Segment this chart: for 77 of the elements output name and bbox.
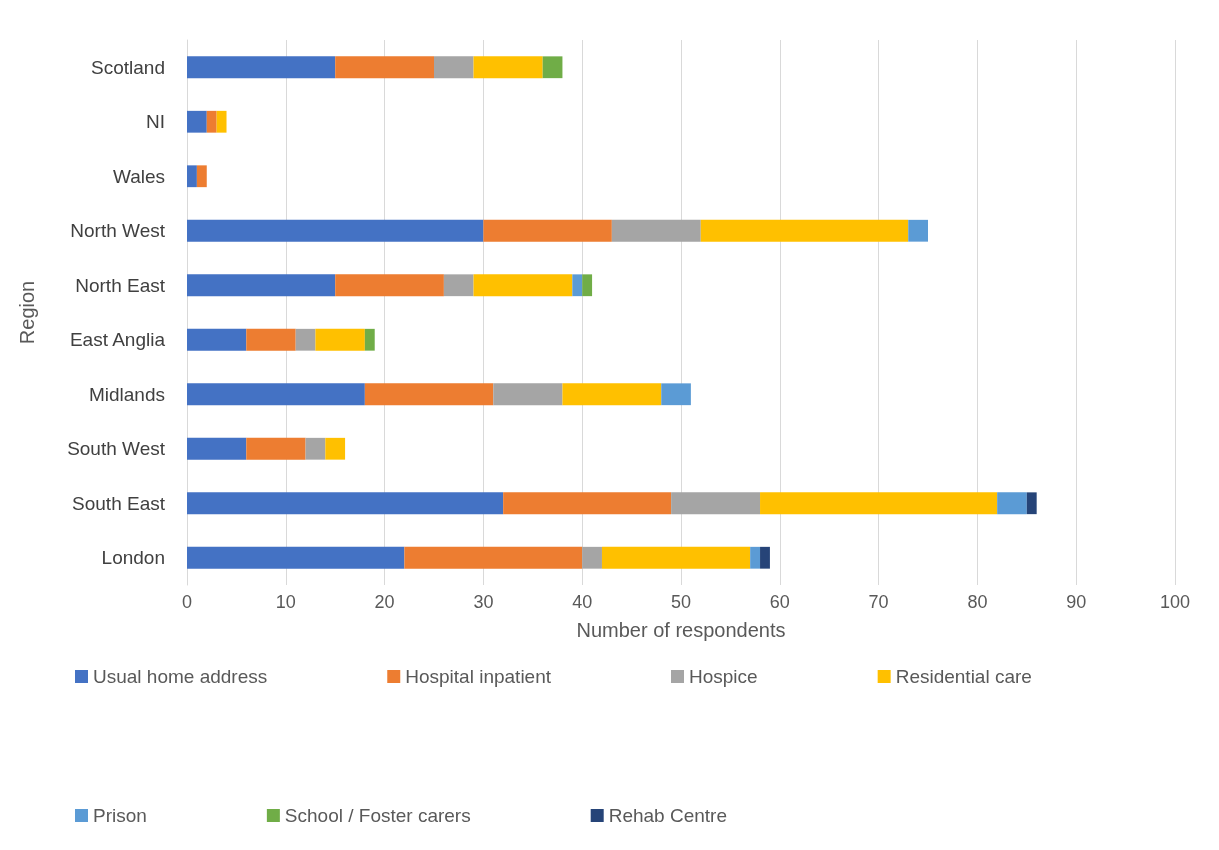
legend-label: Prison	[93, 805, 147, 826]
bar	[216, 110, 227, 133]
y-tick-label: South West	[67, 438, 166, 460]
bar	[1026, 492, 1037, 515]
legend-label: Rehab Centre	[608, 805, 727, 826]
bar	[443, 274, 474, 297]
bar	[700, 219, 909, 242]
bar	[473, 56, 543, 79]
x-tick-label: 70	[868, 592, 889, 612]
y-tick-label: North West	[70, 220, 166, 242]
x-tick-label: 90	[1066, 592, 1087, 612]
bar	[187, 328, 247, 351]
bar	[661, 383, 691, 406]
bar	[315, 328, 365, 351]
bar	[325, 437, 346, 460]
y-tick-label: South East	[72, 492, 166, 514]
bar	[503, 492, 672, 515]
x-tick-label: 50	[670, 592, 692, 612]
y-tick-label: Wales	[112, 165, 165, 187]
bar	[997, 492, 1027, 515]
bar	[572, 274, 583, 297]
bar	[187, 492, 504, 515]
y-tick-label: Scotland	[91, 56, 165, 78]
bar	[364, 328, 375, 351]
bar	[908, 219, 928, 242]
bar	[671, 492, 761, 515]
x-tick-label: 100	[1159, 592, 1191, 612]
bar	[611, 219, 701, 242]
x-tick-label: 60	[769, 592, 790, 612]
bar	[196, 165, 207, 188]
bar	[246, 437, 306, 460]
bar	[305, 437, 326, 460]
bar	[364, 383, 494, 406]
bar	[187, 546, 405, 569]
bar	[582, 546, 602, 569]
legend-label: School / Foster carers	[284, 805, 471, 826]
legend-label: Hospice	[689, 666, 758, 687]
bar	[760, 546, 770, 569]
bar	[187, 383, 365, 406]
x-tick-label: 20	[374, 592, 395, 612]
bar	[206, 110, 217, 133]
bar	[562, 383, 662, 406]
x-tick-label: 40	[572, 592, 593, 612]
y-tick-label: NI	[146, 111, 165, 133]
x-axis-title: Number of respondents	[576, 619, 786, 641]
bar	[601, 546, 751, 569]
x-tick-label: 80	[967, 592, 988, 612]
legend-label: Residential care	[895, 666, 1032, 687]
bar	[582, 274, 593, 297]
x-tick-label: 0	[181, 592, 193, 612]
x-tick-label: 30	[473, 592, 494, 612]
bar	[542, 56, 563, 79]
bar	[493, 383, 563, 406]
bar	[335, 274, 444, 297]
bar	[434, 56, 474, 79]
bar	[187, 165, 197, 188]
x-tick-label: 10	[275, 592, 296, 612]
y-tick-label: East Anglia	[69, 329, 166, 351]
bar	[750, 546, 761, 569]
bar	[187, 219, 484, 242]
bar	[187, 437, 247, 460]
bar	[404, 546, 583, 569]
bar	[246, 328, 296, 351]
y-tick-label: North East	[75, 274, 166, 296]
y-axis-title: Region	[16, 280, 38, 345]
y-tick-label: Midlands	[88, 383, 165, 405]
y-tick-label: London	[101, 547, 165, 569]
bar	[483, 219, 612, 242]
legend-label: Usual home address	[93, 666, 268, 687]
bar	[335, 56, 434, 79]
bar	[295, 328, 316, 351]
bar	[187, 110, 207, 133]
bar	[760, 492, 998, 515]
bar	[473, 274, 573, 297]
bar	[187, 56, 336, 79]
bar	[187, 274, 336, 297]
legend-label: Hospital inpatient	[405, 666, 552, 687]
